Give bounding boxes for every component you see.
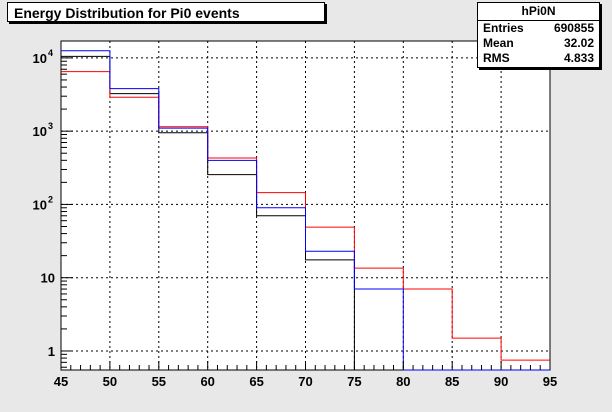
x-tick-label: 90 <box>494 374 508 389</box>
x-tick-label: 95 <box>543 374 557 389</box>
stats-value: 32.02 <box>563 36 594 50</box>
y-tick-label: 1 <box>48 344 55 359</box>
y-tick-label: 10 <box>41 271 55 286</box>
x-tick-label: 65 <box>249 374 263 389</box>
stats-value: 690855 <box>553 21 594 35</box>
y-tick-label: 10 <box>33 51 47 66</box>
x-tick-label: 75 <box>347 374 361 389</box>
grid-lines <box>61 41 550 370</box>
x-tick-label: 50 <box>103 374 117 389</box>
histogram-line-2 <box>61 50 550 371</box>
stats-label: Mean <box>483 36 514 50</box>
x-tick-label: 55 <box>152 374 166 389</box>
y-tick-exponent: 4 <box>48 48 53 58</box>
stats-label: RMS <box>483 51 510 65</box>
stats-histogram-name: hPi0N <box>478 3 599 21</box>
chart-title-text: Energy Distribution for Pi0 events <box>14 5 240 21</box>
x-tick-label: 45 <box>54 374 68 389</box>
x-tick-label: 70 <box>298 374 312 389</box>
stats-value: 4.833 <box>563 51 594 65</box>
stats-row-mean: Mean 32.02 <box>478 36 599 51</box>
chart-title: Energy Distribution for Pi0 events <box>7 2 325 22</box>
stats-box: hPi0N Entries 690855 Mean 32.02 RMS 4.83… <box>477 2 600 68</box>
stats-row-rms: RMS 4.833 <box>478 51 599 66</box>
x-tick-label: 60 <box>200 374 214 389</box>
y-tick-label: 10 <box>33 124 47 139</box>
stats-label: Entries <box>483 21 524 35</box>
x-tick-label: 80 <box>396 374 410 389</box>
y-tick-label: 10 <box>33 197 47 212</box>
histogram-series <box>61 50 550 371</box>
x-tick-label: 85 <box>445 374 459 389</box>
y-tick-exponent: 2 <box>48 194 53 204</box>
y-tick-exponent: 3 <box>48 121 53 131</box>
stats-row-entries: Entries 690855 <box>478 21 599 36</box>
x-axis: 45 50 55 60 65 70 75 80 85 90 95 <box>54 361 557 389</box>
